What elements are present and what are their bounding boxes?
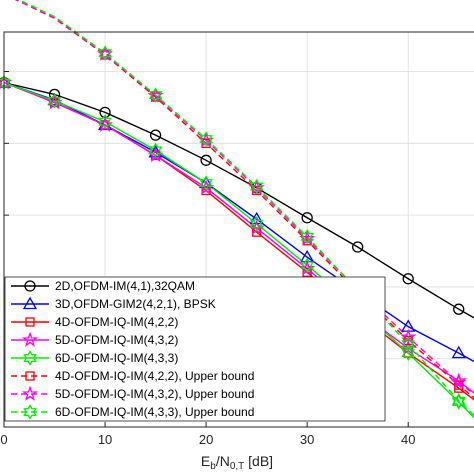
series-1-point <box>301 212 313 224</box>
series-8-point <box>199 131 213 147</box>
legend-marker <box>23 350 37 366</box>
series-markers <box>0 45 467 410</box>
series-7-point <box>400 328 417 345</box>
series-7-point <box>450 373 467 390</box>
series-8-point <box>98 45 112 61</box>
series-5-point <box>249 215 264 232</box>
series-5-point <box>401 345 415 361</box>
series-5-point <box>148 142 163 159</box>
legend-marker <box>23 404 37 420</box>
x-tick-label: 10 <box>98 432 112 447</box>
x-tick-label: 20 <box>199 432 213 447</box>
series-4-point <box>450 372 467 388</box>
legend-marker <box>21 385 39 401</box>
series-8-point <box>452 393 466 409</box>
series-6-point <box>251 185 262 196</box>
series-5-point <box>199 175 213 191</box>
x-axis-ticks: 0 10 20 30 40 <box>0 71 415 447</box>
series-5-point <box>47 93 62 109</box>
legend-box <box>4 276 386 422</box>
legend-marker <box>24 280 36 292</box>
series-1-point <box>200 154 212 166</box>
legend-marker <box>25 371 35 381</box>
axes-box <box>3 31 474 428</box>
legend-marker <box>25 317 35 327</box>
series-2-point <box>249 211 264 225</box>
legend-marker <box>22 296 38 310</box>
series-5-point <box>300 257 314 274</box>
legend-entry-label: 4D-OFDM-IQ-IM(4,2,2), Upper bound <box>55 369 254 383</box>
series-line-2 <box>3 81 474 363</box>
series-3-point <box>201 185 211 196</box>
series-8-point <box>401 336 415 352</box>
series-1-point <box>402 273 414 285</box>
series-2-point <box>198 175 214 189</box>
series-5-point <box>98 113 112 130</box>
series-2-point <box>451 345 466 359</box>
series-line-7 <box>15 0 474 396</box>
series-8-point <box>148 87 163 103</box>
legend-entry-label: 2D,OFDM-IM(4,1),32QAM <box>55 279 195 293</box>
series-1-point <box>453 303 465 315</box>
series-6-point <box>454 380 464 390</box>
legend-entry-label: 5D-OFDM-IQ-IM(4,3,2) <box>55 333 178 347</box>
series-1-point <box>352 241 364 253</box>
legend-entry-label: 4D-OFDM-IQ-IM(4,2,2) <box>55 315 178 329</box>
series-1-point <box>149 129 162 141</box>
x-tick-label: 30 <box>300 432 314 447</box>
series-1-point <box>48 88 61 101</box>
x-axis-label: Eb/N0,T [dB] <box>201 453 273 472</box>
legend-marker <box>21 331 39 347</box>
series-8-point <box>300 228 314 245</box>
series-6-point <box>201 138 211 148</box>
x-tick-label: 0 <box>0 432 7 447</box>
legend-entry-label: 3D,OFDM-GIM2(4,2,1), BPSK <box>55 297 216 311</box>
legend: 2D,OFDM-IM(4,1),32QAM 3D,OFDM-GIM2(4,2,1)… <box>4 276 386 422</box>
legend-entry-label: 6D-OFDM-IQ-IM(4,3,3), Upper bound <box>55 405 254 419</box>
series-6-point <box>302 236 312 246</box>
legend-entry-label: 5D-OFDM-IQ-IM(4,3,2), Upper bound <box>55 387 254 401</box>
legend-entry-label: 6D-OFDM-IQ-IM(4,3,3) <box>55 351 178 365</box>
x-tick-label: 40 <box>401 432 415 447</box>
series-7-point <box>299 230 316 246</box>
series-8-point <box>249 178 264 195</box>
